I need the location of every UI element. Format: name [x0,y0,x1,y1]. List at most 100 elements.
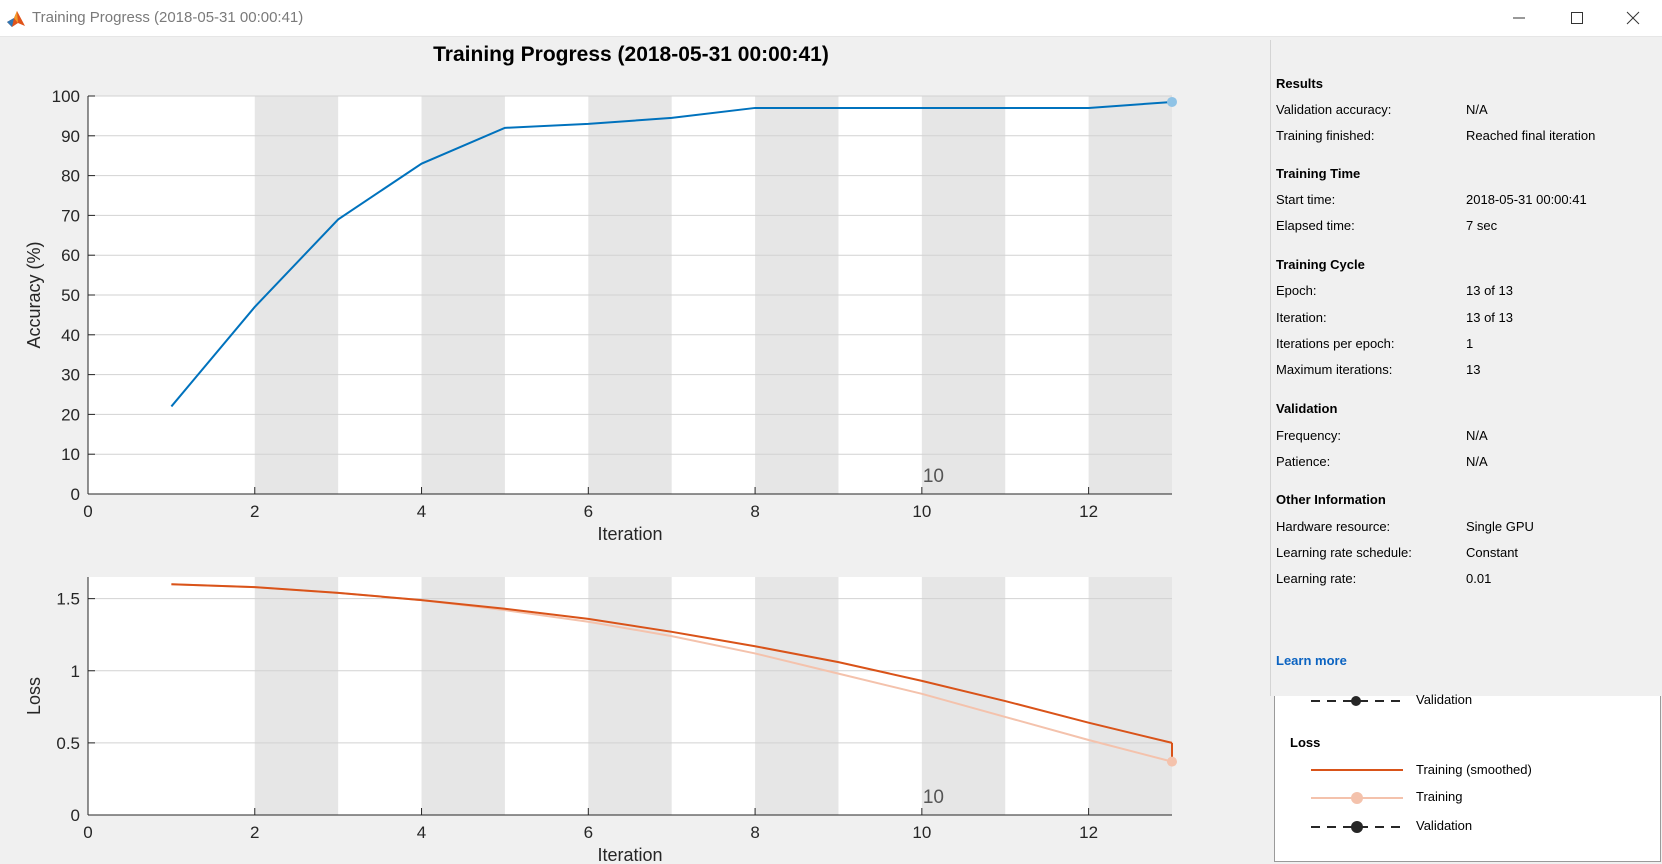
iteration-value: 13 of 13 [1466,310,1513,325]
loss-chart[interactable]: 0 2 4 6 8 10 12 0 0.5 1 1.5 Iteration Loss 10 [24,577,1177,864]
hardware-resource-value: Single GPU [1466,519,1534,534]
accuracy-x-tick-label: 10 [912,502,931,521]
loss-y-axis-label: Loss [24,677,44,715]
training-smoothed-legend-swatch [1311,769,1403,771]
plot-title: Training Progress (2018-05-31 00:00:41) [433,43,829,66]
training-cycle-section-title: Training Cycle [1276,257,1365,272]
start-time-value: 2018-05-31 00:00:41 [1466,192,1587,207]
loss-x-tick-label: 10 [912,823,931,842]
accuracy-y-tick-label: 90 [61,127,80,146]
loss-epoch-band [588,577,672,815]
loss-y-tick-label: 1 [71,662,80,681]
accuracy-y-tick-label: 0 [71,485,80,504]
accuracy-x-tick-label: 4 [417,502,426,521]
minimize-icon [1513,17,1525,19]
loss-y-tick-label: 1.5 [56,590,80,609]
training-smoothed-legend-label: Training (smoothed) [1416,762,1532,777]
training-time-section-title: Training Time [1276,166,1361,181]
loss-epoch-band [1088,577,1172,815]
elapsed-time-label: Elapsed time: [1276,218,1355,233]
accuracy-chart[interactable]: 0 2 4 6 8 10 12 0 10 20 30 40 50 60 70 80 90 100 Iteration… [24,87,1177,544]
accuracy-x-tick-label: 8 [750,502,759,521]
maximum-iterations-value: 13 [1466,362,1481,377]
loss-x-tick-label: 4 [417,823,426,842]
learn-more-link[interactable]: Learn more [1276,653,1347,668]
accuracy-y-tick-label: 10 [61,445,80,464]
validation-legend-label: Validation [1416,818,1473,833]
minimize-button[interactable] [1490,0,1548,36]
loss-epoch-band [254,577,339,815]
title-bar: Training Progress (2018-05-31 00:00:41) [0,0,1662,37]
accuracy-y-tick-label: 40 [61,326,80,345]
loss-epoch-band [921,577,1006,815]
info-panel: Results Validation accuracy: N/A Trainin… [1270,40,1662,696]
validation-legend-swatch [1311,821,1403,833]
learning-rate-schedule-value: Constant [1466,545,1519,560]
loss-x-tick-label: 12 [1079,823,1098,842]
training-finished-value: Reached final iteration [1466,128,1596,143]
accuracy-y-tick-label: 30 [61,366,80,385]
loss-epoch-band [755,577,839,815]
accuracy-y-tick-label: 70 [61,206,80,225]
loss-x-tick-label: 0 [83,823,92,842]
accuracy-training-line [170,100,1173,408]
results-section-title: Results [1276,76,1323,91]
accuracy-x-tick-label: 2 [250,502,259,521]
close-button[interactable] [1604,0,1662,36]
accuracy-y-tick-label: 60 [61,246,80,265]
maximum-iterations-label: Maximum iterations: [1276,362,1393,377]
learning-rate-schedule-label: Learning rate schedule: [1276,545,1412,560]
maximize-icon [1571,12,1583,24]
loss-epoch-band [421,577,505,815]
validation-accuracy-label: Validation accuracy: [1276,102,1392,117]
learning-rate-value: 0.01 [1466,571,1492,586]
loss-y-tick-label: 0 [71,806,80,825]
matlab-logo-icon [7,11,25,27]
loss-y-tick-label: 0.5 [56,734,80,753]
accuracy-y-tick-label: 50 [61,286,80,305]
accuracy-y-tick-label: 20 [61,405,80,424]
loss-training-smoothed-line [171,583,1173,744]
accuracy-y-tick-label: 80 [61,167,80,186]
learning-rate-label: Learning rate: [1276,571,1357,586]
training-legend-swatch [1311,792,1403,804]
patience-value: N/A [1466,454,1488,469]
accuracy-x-tick-label: 0 [83,502,92,521]
training-legend-label: Training [1416,789,1463,804]
accuracy-y-axis-label: Accuracy (%) [24,241,44,348]
hardware-resource-label: Hardware resource: [1276,519,1391,534]
close-icon [1626,11,1640,25]
loss-exponent-label: 10 [923,787,944,808]
training-progress-charts: 0 2 4 6 8 10 120102030405060708090100Iteration… [24,87,1177,864]
loss-legend-title: Loss [1290,735,1321,750]
iteration-label: Iteration: [1276,310,1327,325]
accuracy-validation-legend-label: Validation [1416,692,1473,707]
other-information-section-title: Other Information [1276,492,1386,507]
training-finished-label: Training finished: [1276,128,1375,143]
accuracy-x-tick-label: 12 [1079,502,1098,521]
epoch-label: Epoch: [1276,283,1317,298]
iterations-per-epoch-label: Iterations per epoch: [1276,336,1395,351]
patience-label: Patience: [1276,454,1331,469]
elapsed-time-value: 7 sec [1466,218,1498,233]
legend-panel: Validation Loss Training (smoothed) Trai… [1274,692,1661,862]
start-time-label: Start time: [1276,192,1336,207]
accuracy-y-tick-label: 100 [52,87,80,106]
window-title: Training Progress (2018-05-31 00:00:41) [32,9,304,26]
accuracy-exponent-label: 10 [923,466,944,487]
frequency-value: N/A [1466,428,1488,443]
iterations-per-epoch-value: 1 [1466,336,1474,351]
loss-x-tick-label: 2 [250,823,259,842]
loss-last-point [1167,756,1177,767]
accuracy-validation-legend-swatch [1311,696,1401,706]
loss-x-tick-label: 6 [584,823,593,842]
frequency-label: Frequency: [1276,428,1342,443]
validation-accuracy-value: N/A [1466,102,1488,117]
loss-x-axis-label: Iteration [597,845,662,864]
accuracy-last-point [1167,96,1177,107]
loss-x-tick-label: 8 [750,823,759,842]
validation-section-title: Validation [1276,401,1338,416]
accuracy-x-tick-label: 6 [584,502,593,521]
maximize-button[interactable] [1548,0,1606,36]
accuracy-x-axis-label: Iteration [597,524,662,544]
